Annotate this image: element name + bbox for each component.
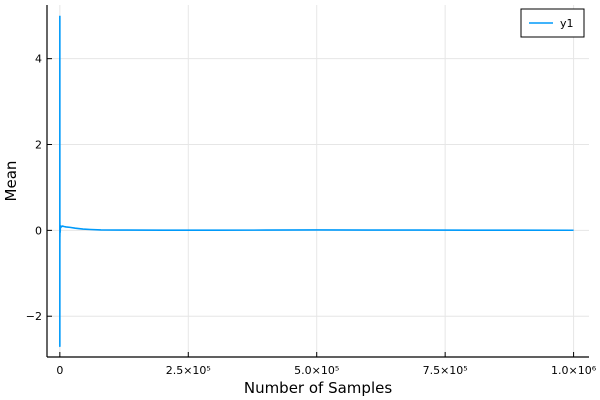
x-ticks: 0 2.5×10⁵ 5.0×10⁵ 7.5×10⁵ 1.0×10⁶ xyxy=(56,352,597,377)
y-tick-label: 2 xyxy=(35,139,42,152)
grid-lines xyxy=(47,5,589,357)
y-tick-label: −2 xyxy=(26,310,42,323)
x-tick-label: 5.0×10⁵ xyxy=(294,364,339,377)
y-axis-label: Mean xyxy=(2,161,20,202)
legend-label-y1: y1 xyxy=(560,17,574,30)
x-axis-label: Number of Samples xyxy=(244,379,392,397)
x-tick-label: 7.5×10⁵ xyxy=(423,364,468,377)
x-tick-label: 2.5×10⁵ xyxy=(166,364,211,377)
axes xyxy=(46,5,589,358)
series-layer xyxy=(59,15,574,348)
x-tick-label: 0 xyxy=(56,364,63,377)
y-ticks: −2 0 2 4 xyxy=(26,53,52,323)
x-tick-label: 1.0×10⁶ xyxy=(551,364,597,377)
series-line-y1 xyxy=(59,15,574,348)
legend: y1 xyxy=(520,8,585,38)
y-tick-label: 4 xyxy=(35,53,42,66)
y-tick-label: 0 xyxy=(35,224,42,237)
